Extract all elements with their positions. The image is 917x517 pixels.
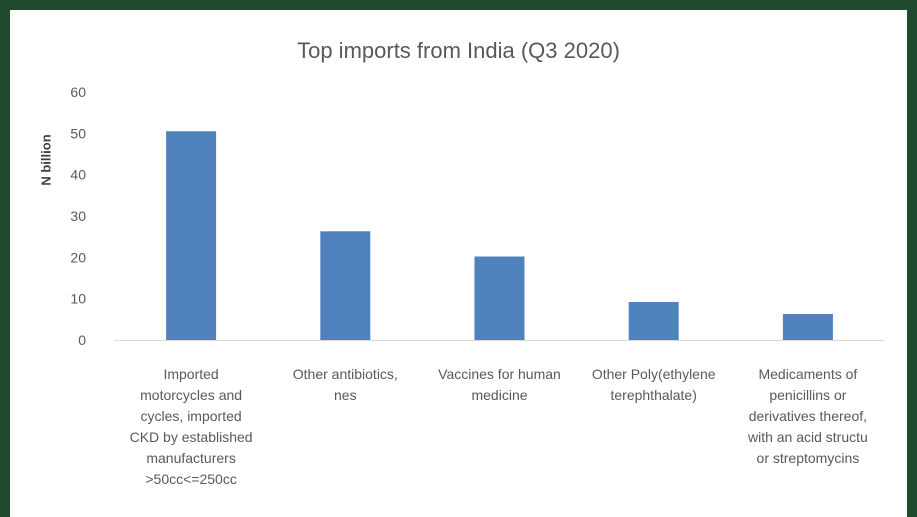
y-tick-label-0: 0 xyxy=(78,332,86,348)
bar-3 xyxy=(628,301,679,340)
y-tick-label-2: 20 xyxy=(70,249,86,265)
bar-1 xyxy=(320,231,371,340)
bar-chart: 0 10 20 30 40 50 60 xyxy=(70,84,885,348)
x-tick-label-4: Medicaments of penicillins or derivative… xyxy=(747,366,868,466)
y-tick-label-4: 40 xyxy=(70,167,86,183)
x-tick-label-3: Other Poly(ethylene terephthalate) xyxy=(591,366,716,403)
y-tick-label-3: 30 xyxy=(70,208,86,224)
y-tick-label-6: 60 xyxy=(70,84,86,100)
chart-title: Top imports from India (Q3 2020) xyxy=(297,38,620,63)
x-tick-label-2: Vaccines for human medicine xyxy=(438,366,561,403)
x-tick-label-0: Imported motorcycles and cycles, importe… xyxy=(129,366,253,487)
bar-2 xyxy=(474,256,525,340)
x-tick-label-1: Other antibiotics, nes xyxy=(292,366,398,403)
y-tick-label-5: 50 xyxy=(70,125,86,141)
y-tick-label-1: 10 xyxy=(70,291,86,307)
bar-4 xyxy=(782,313,833,340)
chart-frame: Top imports from India (Q3 2020) N billi… xyxy=(10,10,907,517)
bar-0 xyxy=(166,131,217,340)
